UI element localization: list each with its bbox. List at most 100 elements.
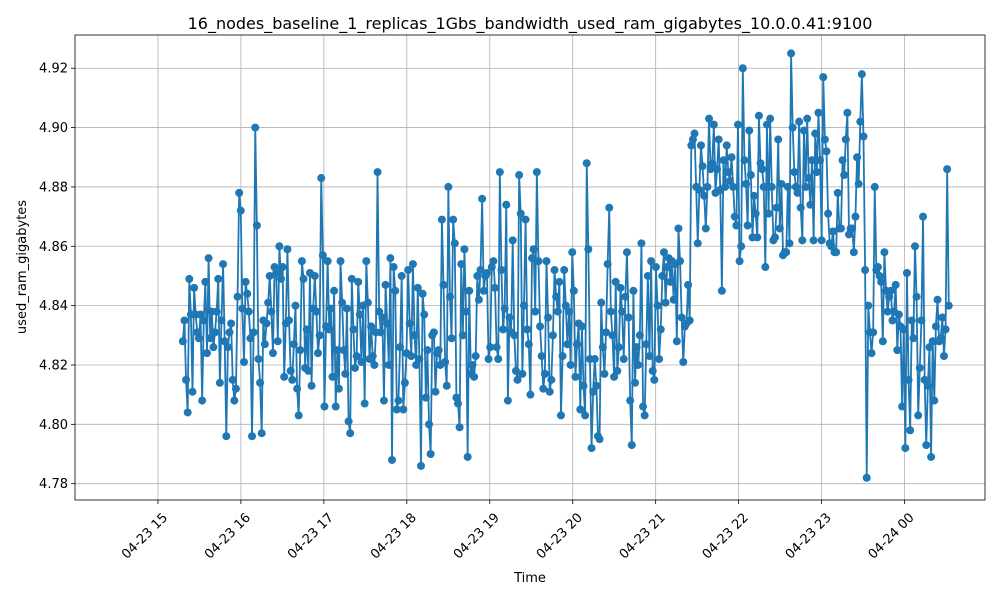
data-point-marker: [919, 212, 928, 221]
data-point-marker: [346, 429, 355, 438]
data-point-marker: [502, 200, 511, 209]
data-point-marker: [540, 369, 549, 378]
data-point-marker: [600, 369, 609, 378]
data-point-marker: [196, 310, 205, 319]
y-tick-label: 4.78: [39, 477, 68, 492]
data-point-marker: [878, 337, 887, 346]
data-point-marker: [405, 319, 414, 328]
data-point-marker: [938, 313, 947, 322]
data-point-marker: [516, 209, 525, 218]
data-point-marker: [458, 331, 467, 340]
data-point-marker: [645, 352, 654, 361]
data-point-marker: [565, 307, 574, 316]
data-point-marker: [499, 325, 508, 334]
data-point-marker: [798, 236, 807, 245]
data-point-marker: [672, 337, 681, 346]
data-point-marker: [928, 337, 937, 346]
y-tick-label: 4.82: [39, 358, 68, 373]
data-point-marker: [537, 352, 546, 361]
data-point-marker: [854, 179, 863, 188]
data-point-marker: [703, 182, 712, 191]
data-point-marker: [185, 274, 194, 283]
data-point-marker: [643, 271, 652, 280]
data-point-marker: [634, 360, 643, 369]
data-point-marker: [743, 221, 752, 230]
data-point-marker: [790, 168, 799, 177]
data-point-marker: [808, 156, 816, 165]
data-point-marker: [339, 346, 348, 355]
data-point-marker: [534, 257, 543, 266]
data-point-marker: [239, 358, 248, 367]
data-point-marker: [328, 372, 337, 381]
data-point-marker: [610, 372, 619, 381]
data-point-marker: [814, 108, 823, 117]
data-point-marker: [275, 242, 284, 251]
data-point-marker: [764, 209, 773, 218]
data-point-marker: [629, 286, 638, 295]
data-point-marker: [243, 289, 252, 298]
data-point-marker: [434, 346, 443, 355]
data-point-marker: [495, 168, 504, 177]
data-point-marker: [223, 343, 232, 352]
data-point-marker: [758, 165, 767, 174]
data-point-marker: [518, 369, 527, 378]
data-point-marker: [256, 378, 265, 387]
data-point-marker: [254, 355, 263, 364]
data-point-marker: [513, 375, 522, 384]
data-point-marker: [421, 393, 430, 402]
data-point-marker: [304, 366, 313, 375]
data-point-marker: [856, 117, 865, 126]
data-point-marker: [603, 260, 612, 269]
data-point-marker: [582, 159, 591, 168]
data-point-marker: [252, 221, 261, 230]
data-point-marker: [581, 411, 590, 420]
data-point-marker: [558, 352, 567, 361]
data-point-marker: [431, 387, 440, 396]
data-point-marker: [733, 120, 742, 129]
data-point-marker: [719, 156, 728, 165]
data-point-marker: [511, 366, 520, 375]
data-point-marker: [775, 224, 784, 233]
data-point-marker: [828, 227, 837, 236]
data-point-marker: [698, 162, 707, 171]
data-point-marker: [759, 182, 768, 191]
data-point-marker: [922, 441, 931, 450]
data-point-marker: [803, 114, 812, 123]
data-point-marker: [722, 141, 731, 150]
data-point-marker: [925, 343, 934, 352]
data-point-marker: [544, 313, 553, 322]
data-point-marker: [246, 334, 255, 343]
data-point-marker: [799, 126, 808, 135]
data-point-marker: [853, 153, 862, 162]
data-point-marker: [336, 257, 345, 266]
data-point-marker: [470, 372, 479, 381]
data-point-marker: [524, 340, 533, 349]
data-point-marker: [566, 360, 575, 369]
data-point-marker: [307, 381, 316, 390]
data-point-marker: [437, 215, 446, 224]
data-point-marker: [573, 340, 582, 349]
data-point-marker: [367, 322, 376, 331]
data-point-marker: [386, 254, 395, 263]
data-point-marker: [589, 387, 598, 396]
data-point-marker: [454, 399, 462, 408]
data-point-marker: [777, 179, 786, 188]
data-point-marker: [708, 159, 717, 168]
data-point-marker: [653, 301, 662, 310]
data-point-marker: [354, 277, 363, 286]
data-point-marker: [732, 221, 741, 230]
data-point-marker: [338, 298, 347, 307]
data-point-marker: [416, 461, 425, 470]
data-point-marker: [840, 171, 849, 180]
data-point-marker: [519, 301, 528, 310]
data-point-marker: [729, 182, 738, 191]
data-point-marker: [927, 452, 936, 461]
data-point-marker: [622, 248, 631, 257]
data-point-marker: [782, 248, 791, 257]
data-point-marker: [685, 316, 694, 325]
data-point-marker: [796, 203, 805, 212]
data-point-marker: [547, 375, 556, 384]
data-point-marker: [873, 263, 882, 272]
data-point-marker: [861, 266, 870, 275]
